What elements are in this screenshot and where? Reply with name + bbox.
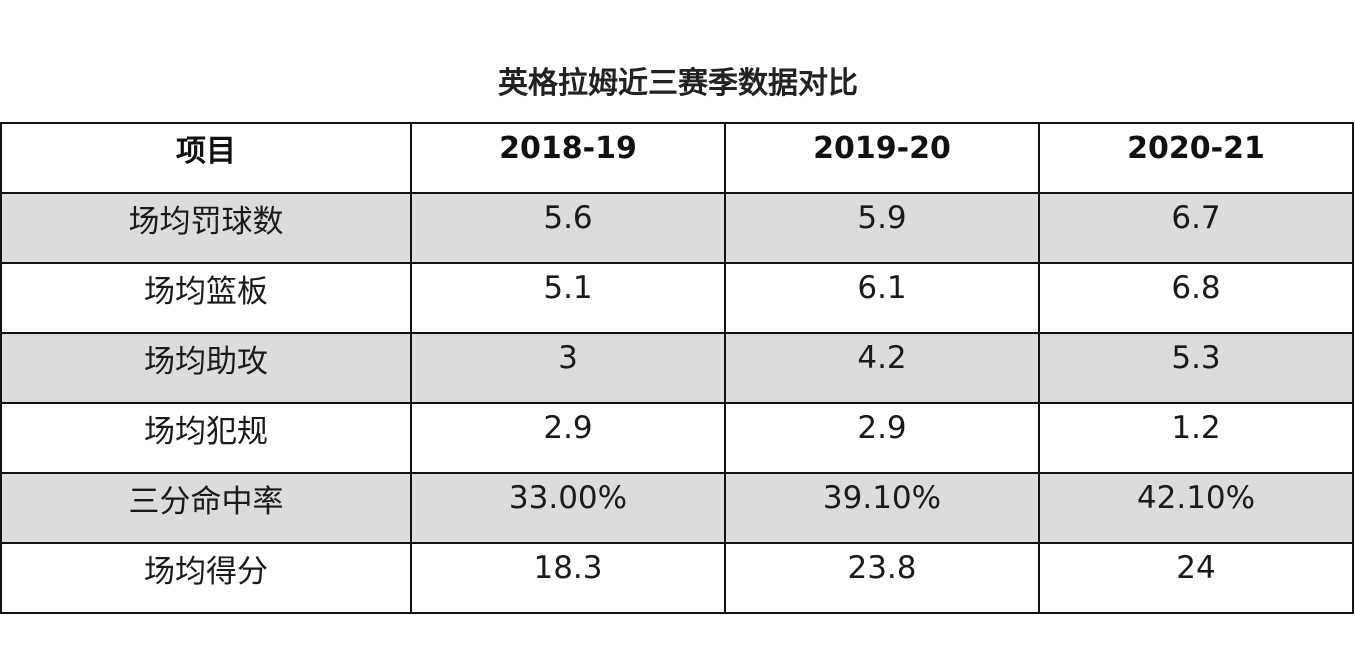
value-cell: 5.6 (410, 192, 726, 264)
chart-title: 英格拉姆近三赛季数据对比 (498, 66, 858, 101)
value-cell: 42.10% (1038, 472, 1354, 544)
value-cell: 1.2 (1038, 402, 1354, 474)
value-cell: 39.10% (724, 472, 1040, 544)
header-cell-season-2020-21: 2020-21 (1038, 122, 1354, 194)
row-label-cell: 场均得分 (0, 542, 412, 614)
value-cell: 6.7 (1038, 192, 1354, 264)
value-cell: 6.1 (724, 262, 1040, 334)
value-cell: 2.9 (410, 402, 726, 474)
value-cell: 3 (410, 332, 726, 404)
row-label-cell: 场均犯规 (0, 402, 412, 474)
header-cell-item: 项目 (0, 122, 412, 194)
table-row: 场均篮板 5.1 6.1 6.8 (0, 262, 1354, 334)
table-row: 场均助攻 3 4.2 5.3 (0, 332, 1354, 404)
row-label-cell: 场均篮板 (0, 262, 412, 334)
value-cell: 5.1 (410, 262, 726, 334)
value-cell: 5.9 (724, 192, 1040, 264)
value-cell: 18.3 (410, 542, 726, 614)
table-row: 场均罚球数 5.6 5.9 6.7 (0, 192, 1354, 264)
table-row: 场均得分 18.3 23.8 24 (0, 542, 1354, 614)
table-body: 场均罚球数 5.6 5.9 6.7 场均篮板 5.1 6.1 6.8 场均助攻 3 4.2 5.3 场均… (0, 192, 1354, 614)
value-cell: 33.00% (410, 472, 726, 544)
value-cell: 23.8 (724, 542, 1040, 614)
row-label-cell: 场均助攻 (0, 332, 412, 404)
value-cell: 5.3 (1038, 332, 1354, 404)
header-cell-season-2019-20: 2019-20 (724, 122, 1040, 194)
value-cell: 4.2 (724, 332, 1040, 404)
header-row: 项目 2018-19 2019-20 2020-21 (0, 122, 1354, 194)
header-cell-season-2018-19: 2018-19 (410, 122, 726, 194)
value-cell: 2.9 (724, 402, 1040, 474)
table-row: 三分命中率 33.00% 39.10% 42.10% (0, 472, 1354, 544)
table-row: 场均犯规 2.9 2.9 1.2 (0, 402, 1354, 474)
stats-table: 项目 2018-19 2019-20 2020-21 场均罚球数 5.6 5.9 6.… (0, 122, 1354, 614)
value-cell: 6.8 (1038, 262, 1354, 334)
row-label-cell: 场均罚球数 (0, 192, 412, 264)
row-label-cell: 三分命中率 (0, 472, 412, 544)
value-cell: 24 (1038, 542, 1354, 614)
